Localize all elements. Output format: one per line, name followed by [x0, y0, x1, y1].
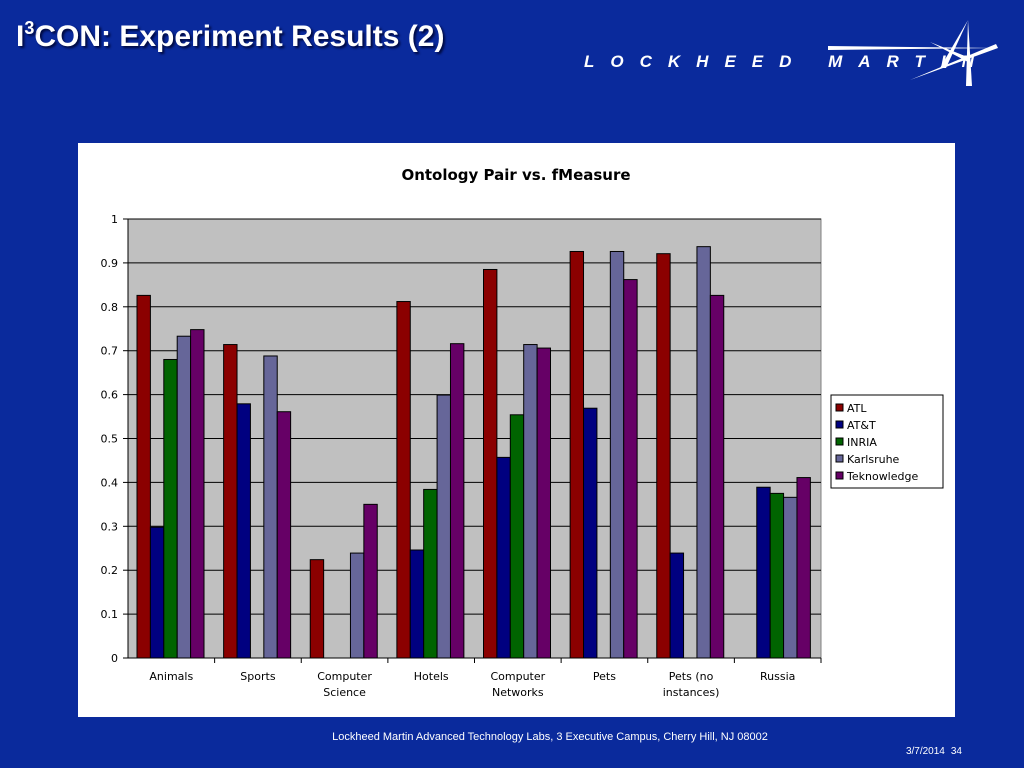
legend-label: Karlsruhe	[847, 453, 900, 466]
legend-swatch	[835, 420, 844, 429]
x-tick-label: Networks	[492, 686, 544, 699]
x-tick-label: Pets	[593, 670, 616, 683]
legend-label: ATL	[847, 402, 867, 415]
bar	[783, 496, 798, 659]
lockheed-martin-logo: LOCKHEED MARTIN	[580, 18, 1000, 90]
bar	[176, 335, 192, 659]
bar	[276, 411, 292, 659]
y-tick-label: 0.5	[101, 433, 119, 446]
bar	[349, 552, 365, 659]
x-tick-label: Pets (no	[669, 670, 714, 683]
x-tick-label: Science	[323, 686, 366, 699]
legend-label: Teknowledge	[846, 470, 918, 483]
y-tick-label: 0.7	[101, 345, 119, 358]
bar	[363, 503, 378, 659]
x-tick-label: instances)	[663, 686, 720, 699]
y-tick-label: 0.8	[101, 301, 119, 314]
chart-panel: Ontology Pair vs. fMeasure 0 0.1 0.2 0.3 0.4 0…	[78, 143, 955, 717]
bar	[496, 456, 511, 659]
y-tick-label: 0.4	[101, 476, 119, 489]
bar	[756, 486, 771, 659]
bar	[669, 552, 685, 659]
x-tick-label: Computer	[317, 670, 372, 683]
legend-box	[830, 394, 944, 489]
bar	[483, 268, 498, 659]
legend-swatch	[835, 403, 844, 412]
x-tick-label: Russia	[760, 670, 795, 683]
legend-label: AT&T	[847, 419, 876, 432]
bar	[236, 403, 251, 659]
bar	[523, 344, 538, 659]
page-number: 34	[950, 746, 962, 757]
chart-title: Ontology Pair vs. fMeasure	[401, 166, 630, 184]
bar	[309, 559, 325, 659]
bar	[796, 477, 811, 659]
bar	[136, 294, 151, 659]
legend-swatch	[835, 454, 844, 463]
bar	[569, 250, 585, 659]
bar	[190, 329, 205, 659]
legend-label: INRIA	[847, 436, 877, 449]
logo-wordmark: LOCKHEED MARTIN	[584, 52, 990, 71]
bar	[609, 250, 625, 659]
bar	[583, 407, 598, 659]
fmeasure-bar-chart: Ontology Pair vs. fMeasure 0 0.1 0.2 0.3 0.4 0…	[101, 166, 944, 699]
bar	[536, 347, 552, 659]
y-tick-label: 0.1	[101, 608, 119, 621]
bar	[509, 414, 525, 659]
bar	[709, 294, 725, 659]
footer-address: Lockheed Martin Advanced Technology Labs…	[332, 731, 768, 743]
bar	[163, 358, 178, 659]
legend-swatch	[835, 471, 844, 480]
bar	[423, 488, 438, 659]
y-tick-label: 0	[111, 652, 118, 665]
legend-swatch	[835, 437, 844, 446]
bar	[449, 343, 465, 659]
bar	[223, 344, 238, 659]
bar	[436, 394, 451, 659]
x-tick-label: Animals	[149, 670, 193, 683]
bar	[656, 253, 671, 659]
bar	[696, 246, 711, 659]
bar	[149, 526, 165, 659]
bar	[769, 492, 785, 659]
slide-date-page: 3/7/2014 34	[906, 746, 962, 757]
bar	[623, 279, 638, 659]
slide-title: I3CON: Experiment Results (2)	[16, 18, 445, 53]
bar	[263, 355, 278, 659]
bar	[396, 301, 411, 659]
y-tick-label: 1	[111, 213, 118, 226]
x-tick-label: Computer	[490, 670, 545, 683]
bar	[409, 549, 425, 659]
y-tick-label: 0.6	[101, 389, 119, 402]
slide-date: 3/7/2014	[905, 746, 945, 757]
star-logo-icon	[828, 20, 998, 86]
x-tick-label: Sports	[240, 670, 276, 683]
y-tick-label: 0.3	[101, 520, 119, 533]
y-tick-label: 0.9	[101, 257, 119, 270]
y-tick-label: 0.2	[101, 564, 119, 577]
x-tick-label: Hotels	[414, 670, 449, 683]
